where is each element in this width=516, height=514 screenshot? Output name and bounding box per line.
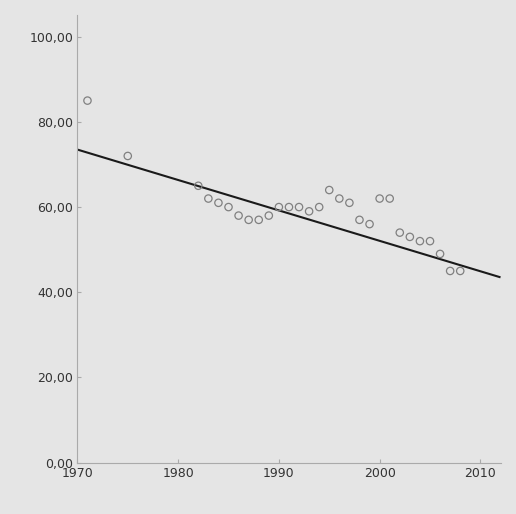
Point bbox=[446, 267, 454, 275]
Point bbox=[84, 97, 92, 105]
Point bbox=[305, 207, 313, 215]
Point bbox=[416, 237, 424, 245]
Point bbox=[254, 216, 263, 224]
Point bbox=[436, 250, 444, 258]
Point bbox=[234, 211, 243, 219]
Point bbox=[295, 203, 303, 211]
Point bbox=[194, 181, 202, 190]
Point bbox=[124, 152, 132, 160]
Point bbox=[426, 237, 434, 245]
Point bbox=[406, 233, 414, 241]
Point bbox=[315, 203, 324, 211]
Point bbox=[356, 216, 364, 224]
Point bbox=[385, 194, 394, 203]
Point bbox=[224, 203, 233, 211]
Point bbox=[335, 194, 344, 203]
Point bbox=[376, 194, 384, 203]
Point bbox=[275, 203, 283, 211]
Point bbox=[204, 194, 213, 203]
Point bbox=[285, 203, 293, 211]
Point bbox=[325, 186, 333, 194]
Point bbox=[265, 211, 273, 219]
Point bbox=[345, 199, 353, 207]
Point bbox=[214, 199, 222, 207]
Point bbox=[396, 229, 404, 237]
Point bbox=[365, 220, 374, 228]
Point bbox=[245, 216, 253, 224]
Point bbox=[456, 267, 464, 275]
